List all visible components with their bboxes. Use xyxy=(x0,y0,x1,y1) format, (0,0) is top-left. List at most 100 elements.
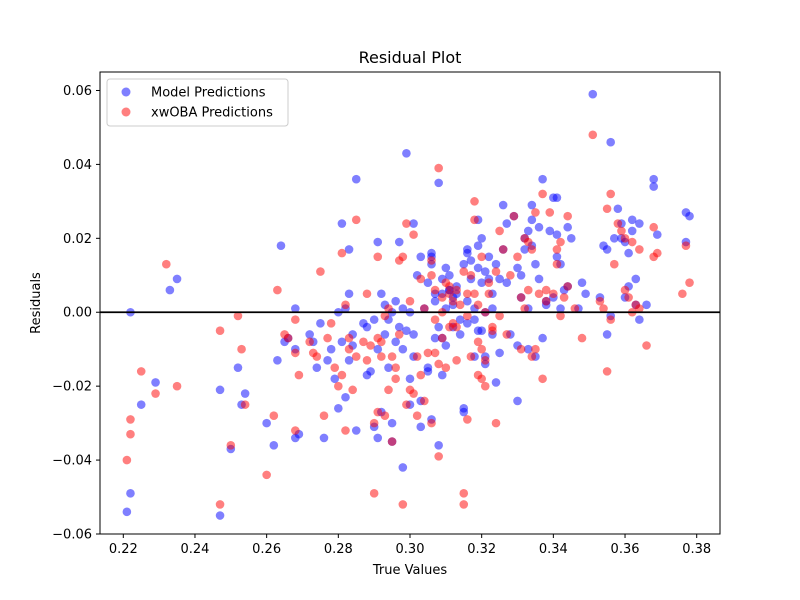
xwoba-prediction-point xyxy=(430,285,440,295)
xwoba-prediction-point xyxy=(506,270,515,280)
y-axis-label: Residuals xyxy=(29,272,44,334)
xwoba-prediction-point xyxy=(463,415,472,424)
xwoba-prediction-point xyxy=(541,285,551,295)
xwoba-prediction-point xyxy=(162,259,171,269)
xwoba-prediction-point xyxy=(563,282,572,291)
xwoba-prediction-point xyxy=(552,259,562,269)
xwoba-prediction-point xyxy=(420,396,429,406)
model-prediction-point xyxy=(491,259,501,269)
xwoba-prediction-point xyxy=(627,237,637,247)
xwoba-prediction-point xyxy=(377,352,386,361)
x-axis-ticks: 0.22 0.24 0.26 0.28 0.30 0.32 0.34 0.36 0.38 xyxy=(109,534,711,557)
model-prediction-point xyxy=(455,330,465,339)
model-prediction-point xyxy=(305,330,314,339)
xwoba-prediction-point xyxy=(498,245,508,254)
model-prediction-point xyxy=(502,219,512,228)
xwoba-prediction-point xyxy=(534,289,544,299)
xwoba-prediction-point xyxy=(570,304,580,313)
xwoba-prediction-point xyxy=(538,189,547,199)
model-prediction-point xyxy=(402,149,411,158)
xwoba-prediction-point xyxy=(312,352,322,361)
xwoba-prediction-point xyxy=(391,363,400,372)
xwoba-prediction-point xyxy=(473,300,483,310)
xwoba-prediction-point xyxy=(463,289,472,299)
model-prediction-point xyxy=(312,363,322,372)
xwoba-prediction-point xyxy=(452,285,461,295)
xwoba-prediction-point xyxy=(463,311,472,321)
model-prediction-point xyxy=(523,344,533,354)
model-prediction-point xyxy=(491,378,501,387)
legend: Model Predictions xwOBA Predictions xyxy=(106,78,289,127)
model-prediction-point xyxy=(635,315,644,324)
x-tick-label: 0.24 xyxy=(180,542,209,557)
xwoba-prediction-point xyxy=(366,341,375,350)
model-prediction-point xyxy=(215,385,225,395)
xwoba-prediction-point xyxy=(523,285,533,295)
xwoba-prediction-point xyxy=(477,252,486,262)
xwoba-prediction-point xyxy=(480,355,490,365)
model-prediction-point xyxy=(291,304,300,313)
model-prediction-point xyxy=(552,252,562,262)
xwoba-prediction-point xyxy=(602,367,612,376)
xwoba-prediction-point xyxy=(545,208,555,217)
xwoba-prediction-point xyxy=(387,437,397,446)
y-tick-label: 0.00 xyxy=(63,306,92,321)
xwoba-prediction-point xyxy=(620,234,630,243)
model-prediction-point xyxy=(624,248,633,258)
points-layer xyxy=(122,89,694,520)
xwoba-prediction-point xyxy=(409,230,418,239)
xwoba-prediction-point xyxy=(459,500,469,509)
model-prediction-point xyxy=(473,263,483,273)
xwoba-prediction-point xyxy=(416,370,426,380)
xwoba-prediction-point xyxy=(291,348,300,358)
model-prediction-point xyxy=(391,337,400,347)
model-prediction-point xyxy=(334,404,343,413)
model-prediction-point xyxy=(649,182,658,191)
xwoba-prediction-point xyxy=(337,248,347,258)
xwoba-prediction-point xyxy=(359,337,368,347)
xwoba-prediction-point xyxy=(541,296,551,306)
xwoba-prediction-point xyxy=(495,311,504,321)
model-prediction-point xyxy=(470,315,479,324)
xwoba-prediction-point xyxy=(240,400,250,409)
xwoba-prediction-point xyxy=(455,300,465,310)
x-axis-label: True Values xyxy=(372,563,447,578)
model-prediction-point xyxy=(463,296,472,306)
model-prediction-point xyxy=(409,219,418,228)
xwoba-prediction-point xyxy=(423,348,433,358)
model-prediction-point xyxy=(577,278,587,287)
model-prediction-point xyxy=(488,304,497,313)
model-prediction-point xyxy=(387,418,397,428)
xwoba-prediction-point xyxy=(291,426,300,435)
xwoba-prediction-point xyxy=(606,315,615,324)
model-prediction-point xyxy=(126,489,135,498)
model-prediction-point xyxy=(627,215,637,225)
xwoba-prediction-point xyxy=(405,296,415,306)
model-prediction-point xyxy=(635,219,644,228)
xwoba-prediction-point xyxy=(531,208,540,217)
model-prediction-point xyxy=(477,278,486,287)
xwoba-prediction-point xyxy=(126,415,135,424)
xwoba-prediction-point xyxy=(262,470,271,480)
xwoba-prediction-point xyxy=(549,289,558,299)
xwoba-prediction-point xyxy=(316,267,325,276)
model-prediction-point xyxy=(330,374,340,384)
xwoba-prediction-point xyxy=(412,411,422,421)
xwoba-prediction-point xyxy=(466,352,476,361)
xwoba-prediction-point xyxy=(606,189,615,199)
model-prediction-point xyxy=(649,174,658,184)
xwoba-prediction-point xyxy=(398,500,408,509)
xwoba-prediction-point xyxy=(484,289,494,299)
xwoba-prediction-point xyxy=(136,367,146,376)
model-prediction-point xyxy=(538,174,547,184)
x-tick-label: 0.36 xyxy=(611,542,640,557)
xwoba-prediction-point xyxy=(434,452,443,461)
model-prediction-point xyxy=(434,322,443,332)
xwoba-prediction-point xyxy=(380,411,390,421)
y-tick-label: −0.04 xyxy=(52,454,92,469)
xwoba-prediction-point xyxy=(398,252,408,262)
model-prediction-point xyxy=(455,315,465,324)
model-prediction-point xyxy=(384,363,393,372)
model-prediction-point xyxy=(416,252,426,262)
